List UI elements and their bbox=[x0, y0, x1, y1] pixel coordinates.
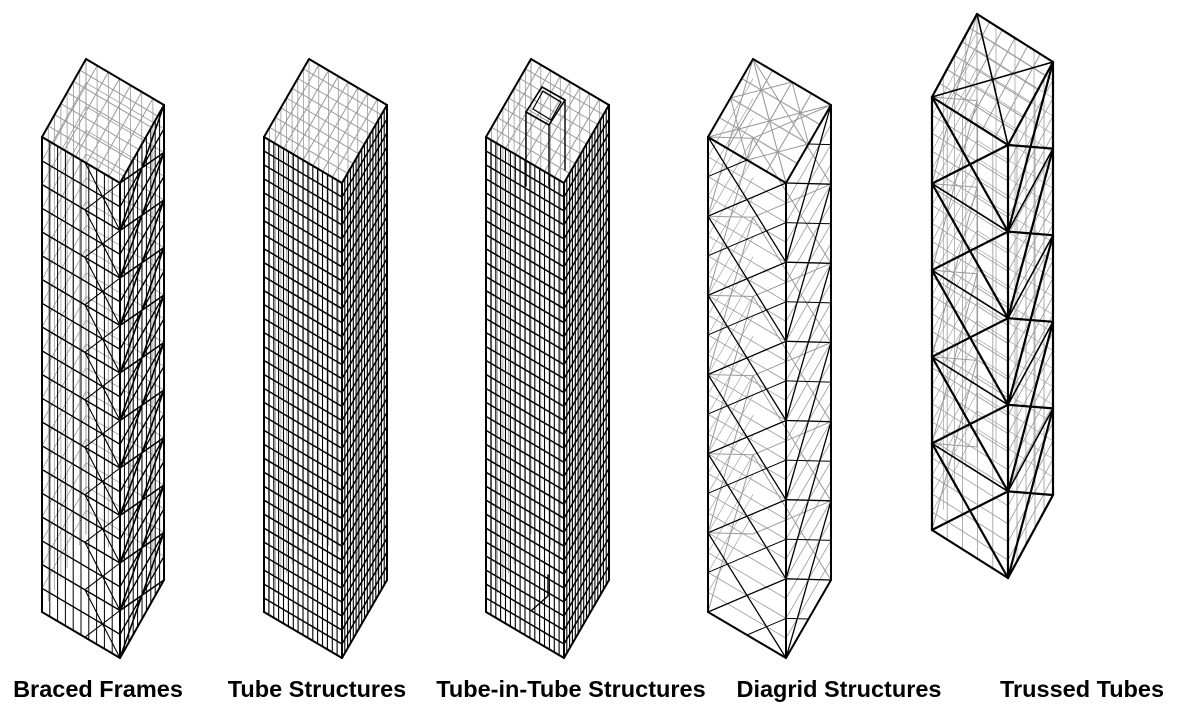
caption-tube-structures: Tube Structures bbox=[228, 676, 406, 702]
tower-trussed-tubes bbox=[930, 12, 1055, 580]
tower-diagrid-structures bbox=[707, 58, 832, 659]
caption-tube-in-tube-structures: Tube-in-Tube Structures bbox=[436, 676, 705, 702]
tower-braced-frames bbox=[41, 58, 165, 659]
tower-tube-in-tube-structures bbox=[485, 58, 610, 659]
caption-braced-frames: Braced Frames bbox=[13, 676, 183, 702]
tower-tube-structures bbox=[263, 58, 388, 659]
caption-trussed-tubes: Trussed Tubes bbox=[1000, 676, 1164, 702]
caption-diagrid-structures: Diagrid Structures bbox=[736, 676, 941, 702]
